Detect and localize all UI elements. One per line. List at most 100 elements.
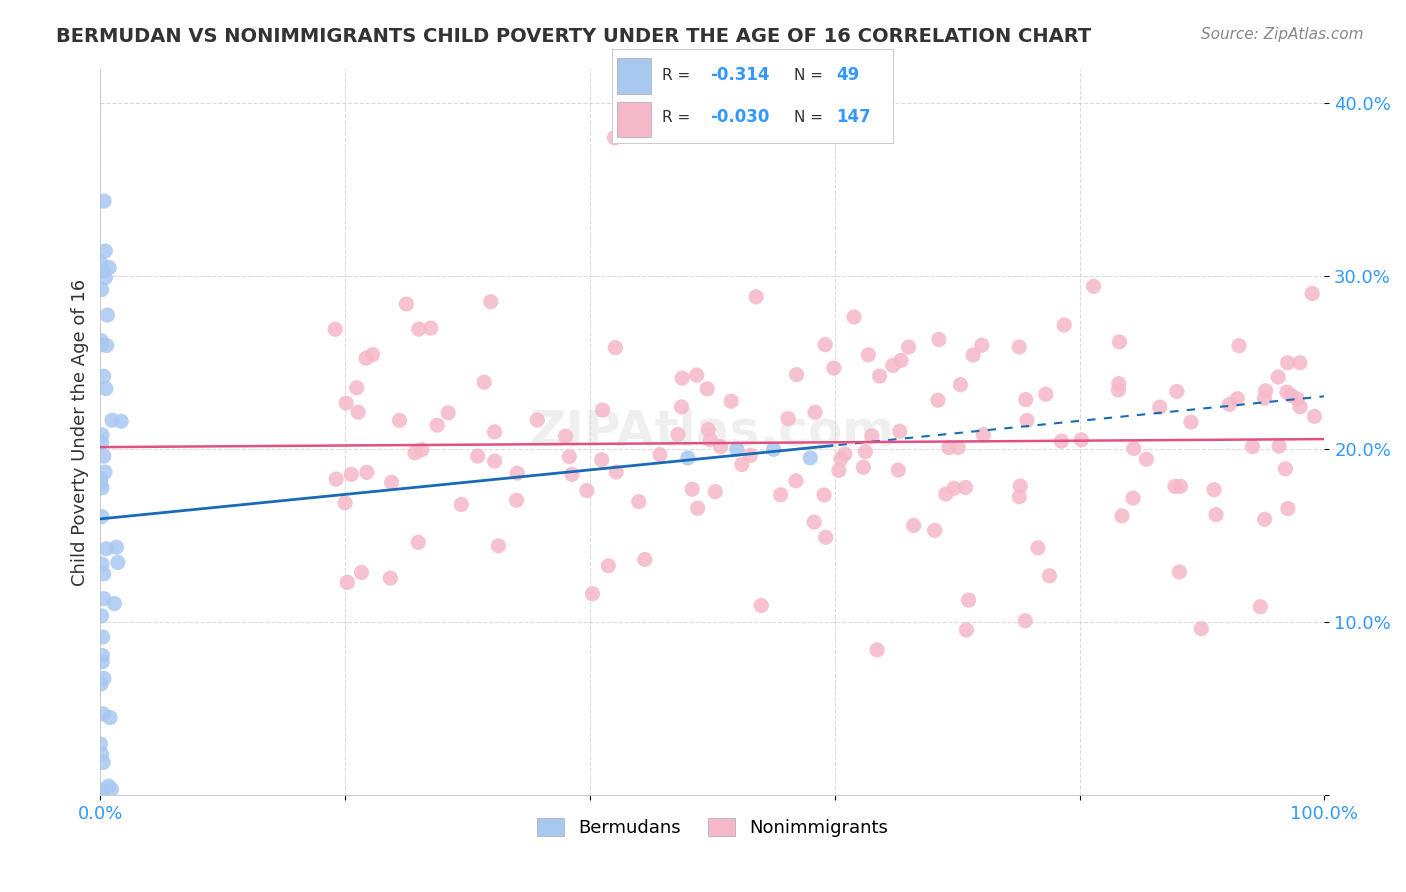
Point [890, 353, 912, 368]
Point [90, 472, 112, 486]
Point [94, 465, 117, 479]
Point [98, 710, 121, 724]
Point [380, 571, 402, 585]
Point [1218, 397, 1240, 411]
Point [1010, 479, 1032, 493]
Point [335, 396, 357, 410]
Point [731, 458, 754, 472]
Point [333, 496, 356, 510]
Point [813, 488, 835, 502]
Point [696, 382, 718, 396]
Point [710, 440, 733, 454]
Text: BERMUDAN VS NONIMMIGRANTS CHILD POVERTY UNDER THE AGE OF 16 CORRELATION CHART: BERMUDAN VS NONIMMIGRANTS CHILD POVERTY … [56, 27, 1091, 45]
Point [1205, 508, 1227, 522]
Point [103, 597, 125, 611]
Point [704, 484, 727, 499]
Point [924, 524, 946, 538]
Point [554, 429, 576, 443]
Point [1286, 392, 1309, 406]
Point [671, 371, 693, 385]
Point [361, 348, 384, 362]
Point [97, 779, 120, 793]
Point [107, 556, 129, 570]
Point [419, 321, 441, 335]
Point [1277, 356, 1299, 370]
Point [356, 466, 378, 480]
Point [671, 400, 693, 414]
Point [380, 475, 402, 490]
Point [1253, 391, 1275, 405]
Point [91, 264, 114, 278]
Point [749, 599, 772, 613]
Legend: Bermudans, Nonimmigrants: Bermudans, Nonimmigrants [529, 811, 896, 845]
Point [776, 411, 799, 425]
Point [336, 575, 359, 590]
Point [852, 460, 875, 475]
Point [828, 463, 851, 477]
Point [928, 333, 950, 347]
Point [972, 427, 994, 442]
Point [96, 541, 118, 556]
Point [1249, 599, 1271, 614]
Text: N =: N = [794, 110, 828, 125]
Point [686, 501, 709, 516]
Point [1108, 376, 1130, 391]
Point [697, 423, 720, 437]
Point [887, 463, 910, 477]
Y-axis label: Child Poverty Under the Age of 16: Child Poverty Under the Age of 16 [72, 278, 89, 585]
Point [90, 608, 112, 623]
Point [1180, 415, 1202, 429]
Point [98, 260, 121, 275]
Point [1035, 387, 1057, 401]
Point [406, 535, 429, 549]
Point [1275, 385, 1298, 400]
Point [93, 566, 115, 581]
Point [858, 348, 880, 362]
Point [962, 348, 984, 362]
Point [681, 482, 703, 496]
Point [411, 442, 433, 457]
Point [1149, 400, 1171, 414]
Point [93, 449, 115, 463]
Point [96, 338, 118, 352]
Point [526, 413, 548, 427]
Point [91, 756, 114, 770]
Point [89, 737, 111, 751]
Point [866, 643, 889, 657]
Point [1135, 452, 1157, 467]
Point [340, 467, 363, 482]
Point [94, 382, 117, 396]
Point [91, 648, 114, 663]
Point [408, 322, 430, 336]
Point [823, 361, 845, 376]
Point [830, 451, 852, 466]
Point [957, 593, 980, 607]
Point [603, 130, 626, 145]
Point [467, 449, 489, 463]
Point [1122, 491, 1144, 505]
Point [1014, 614, 1036, 628]
Point [1301, 286, 1323, 301]
Point [1070, 433, 1092, 447]
Point [1241, 440, 1264, 454]
Point [903, 518, 925, 533]
Point [404, 446, 426, 460]
Point [1008, 340, 1031, 354]
Text: R =: R = [662, 68, 696, 83]
Point [949, 377, 972, 392]
Point [1111, 508, 1133, 523]
Point [970, 338, 993, 352]
Point [91, 428, 114, 442]
Point [1108, 334, 1130, 349]
Point [325, 472, 347, 486]
Point [93, 591, 115, 606]
Point [1166, 384, 1188, 399]
Point [666, 427, 689, 442]
Point [1226, 392, 1249, 406]
Point [634, 552, 657, 566]
Point [745, 290, 768, 304]
Point [686, 368, 709, 383]
Point [591, 452, 613, 467]
Point [93, 369, 115, 384]
Point [426, 418, 449, 433]
